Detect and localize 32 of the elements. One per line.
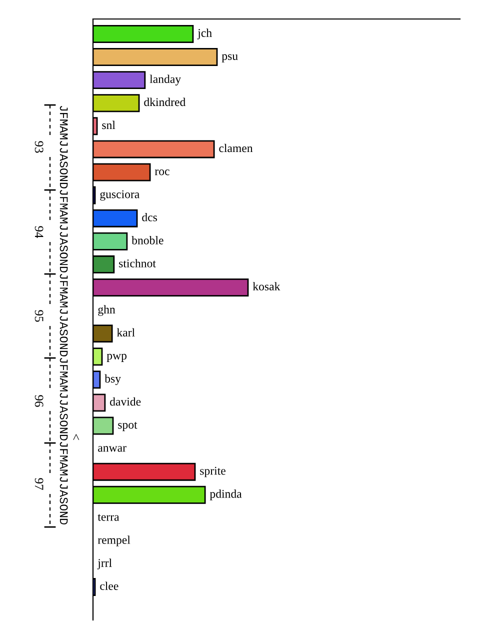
y-tick-label: dcs	[142, 212, 157, 222]
y-tick-label: pwp	[106, 354, 127, 362]
y-tick-label: gusciora	[100, 190, 140, 201]
text: 96	[34, 395, 44, 407]
text: 97	[34, 478, 44, 490]
y-tick-label: ghn	[98, 305, 116, 316]
y-tick-label: clee	[100, 582, 118, 590]
y-tick-label: snl	[102, 120, 116, 130]
y-tick-label: psu	[222, 54, 238, 62]
text: JFMAMJJASONDJFMAMJJASONDJFMAMJJASONDJFMAMJJASONDJFMAMJJASOND	[60, 106, 68, 524]
text: 95	[34, 310, 44, 322]
y-tick-label: bsy	[104, 374, 121, 386]
text: 94	[34, 226, 44, 238]
y-tick-label: davide	[110, 397, 141, 406]
y-tick-label: terra	[98, 514, 120, 521]
y-tick-label: jrrl	[97, 558, 112, 570]
text: 93	[34, 141, 44, 153]
y-tick-label: jch	[197, 28, 212, 40]
y-tick-label: clamen	[219, 144, 253, 152]
y-tick-label: pdinda	[210, 490, 242, 500]
y-tick-label: kosak	[252, 282, 280, 290]
y-tick-label: roc	[154, 170, 170, 176]
y-tick-label: landay	[150, 74, 181, 86]
y-tick-label: stichnot	[119, 259, 156, 268]
text: <	[73, 434, 80, 440]
y-tick-label: sprite	[200, 466, 226, 478]
y-tick-label: spot	[118, 422, 138, 432]
y-tick-label: anwar	[98, 446, 126, 452]
y-tick-label: rempel	[98, 536, 130, 546]
y-tick-label: dkindred	[144, 98, 186, 106]
y-tick-label: karl	[116, 328, 135, 337]
y-tick-label: bnoble	[132, 236, 164, 244]
